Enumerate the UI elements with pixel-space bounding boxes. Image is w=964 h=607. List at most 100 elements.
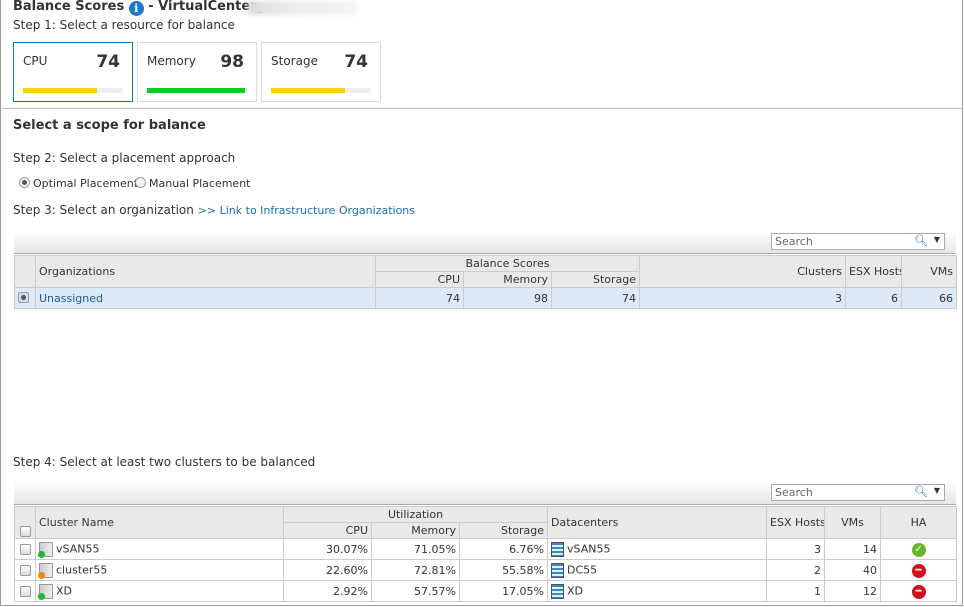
datacenter-name: XD [567, 584, 584, 597]
row-checkbox[interactable] [19, 565, 31, 576]
cluster-search-input[interactable]: Search 🔍︎ ▼ [771, 484, 945, 501]
score-bar [147, 88, 247, 93]
col-organizations[interactable]: Organizations [35, 255, 376, 288]
select-all-header [14, 506, 36, 539]
col-esx-hosts[interactable]: ESX Hosts [766, 506, 826, 539]
org-name[interactable]: Unassigned [35, 287, 376, 309]
cell-storage: 55.58% [458, 559, 549, 581]
col-storage[interactable]: Storage [458, 522, 549, 539]
step1-label: Step 1: Select a resource for balance [13, 18, 235, 32]
col-balance-scores: Balance Scores [374, 255, 641, 272]
radio-label: Optimal Placement [33, 177, 139, 190]
cell-vms: 40 [824, 559, 882, 581]
col-clusters[interactable]: Clusters [639, 255, 847, 288]
score-bar-fill [271, 88, 345, 93]
infrastructure-organizations-link[interactable]: >> Link to Infrastructure Organizations [197, 204, 416, 217]
clusters-table: Cluster Name Utilization Datacenters ESX Ho… [14, 506, 958, 602]
cell-memory: 72.81% [371, 559, 460, 581]
col-ha[interactable]: HA [880, 506, 958, 539]
cluster-name: cluster55 [56, 563, 108, 576]
score-bar-fill [23, 88, 97, 93]
step3-text: Step 3: Select an organization [13, 203, 194, 217]
row-radio[interactable] [18, 291, 29, 303]
radio-icon[interactable] [19, 177, 30, 188]
cell-esx-hosts: 1 [766, 580, 826, 602]
cluster-icon [38, 562, 53, 579]
step2-label: Step 2: Select a placement approach [13, 151, 236, 165]
cluster-icon [38, 583, 53, 600]
resource-label: Storage [271, 54, 318, 68]
cell-memory: 71.05% [371, 538, 460, 560]
table-row[interactable]: XD 2.92% 57.57% 17.05% XD 1 12 ━ [14, 580, 958, 602]
col-memory[interactable]: Memory [371, 522, 460, 539]
table-row[interactable]: Unassigned 74 98 74 3 6 66 [14, 287, 958, 309]
search-placeholder: Search [775, 235, 813, 248]
cell-cpu: 74 [375, 287, 464, 309]
col-storage[interactable]: Storage [550, 271, 641, 288]
resource-score: 74 [96, 52, 120, 72]
cell-cpu: 22.60% [283, 559, 372, 581]
cell-ha: ━ [880, 559, 958, 581]
col-vms[interactable]: VMs [901, 255, 958, 288]
organizations-table: Organizations Balance Scores Clusters ESX H… [14, 255, 958, 309]
row-checkbox[interactable] [19, 544, 31, 555]
resource-score: 98 [220, 52, 244, 72]
step3-label: Step 3: Select an organization >> Link t… [13, 203, 415, 217]
table-row[interactable]: vSAN55 30.07% 71.05% 6.76% vSAN55 3 14 ✓ [14, 538, 958, 560]
search-icon[interactable]: 🔍︎ [914, 485, 928, 498]
cell-vms: 66 [901, 287, 958, 309]
datacenter-name: DC55 [567, 563, 598, 576]
select-all-checkbox[interactable] [19, 525, 31, 537]
cell-cpu: 2.92% [283, 580, 372, 602]
resource-card-storage[interactable]: Storage 74 [261, 42, 381, 102]
cell-memory: 57.57% [371, 580, 460, 602]
scope-title: Select a scope for balance [13, 118, 206, 133]
cell-storage: 74 [550, 287, 641, 309]
cluster-name: vSAN55 [56, 542, 100, 555]
resource-score: 74 [344, 52, 368, 72]
cluster-icon [38, 541, 53, 558]
info-icon[interactable]: i [128, 1, 144, 16]
score-bar [271, 88, 371, 93]
cell-esx-hosts: 6 [845, 287, 903, 309]
score-bar-fill [147, 88, 245, 93]
org-search-input[interactable]: Search 🔍︎ ▼ [771, 233, 945, 250]
col-vms[interactable]: VMs [824, 506, 882, 539]
select-header [14, 255, 36, 288]
col-cluster-name[interactable]: Cluster Name [35, 506, 284, 539]
cell-vms: 14 [824, 538, 882, 560]
cell-esx-hosts: 2 [766, 559, 826, 581]
resource-card-memory[interactable]: Memory 98 [137, 42, 257, 102]
col-memory[interactable]: Memory [463, 271, 552, 288]
divider [0, 108, 963, 109]
chevron-down-icon[interactable]: ▼ [933, 486, 940, 495]
chevron-down-icon[interactable]: ▼ [933, 235, 940, 244]
cluster-name: XD [56, 584, 73, 597]
radio-manual[interactable]: Manual Placement [135, 177, 250, 190]
radio-label: Manual Placement [149, 177, 251, 190]
col-esx-hosts[interactable]: ESX Hosts [845, 255, 903, 288]
table-row[interactable]: cluster55 22.60% 72.81% 55.58% DC55 2 40… [14, 559, 958, 581]
datacenter-icon [551, 541, 565, 557]
search-icon[interactable]: 🔍︎ [914, 234, 928, 247]
cell-esx-hosts: 3 [766, 538, 826, 560]
ha-ok-icon: ✓ [911, 542, 926, 557]
datacenter-icon [551, 583, 565, 599]
col-cpu[interactable]: CPU [375, 271, 464, 288]
datacenter-name: vSAN55 [567, 542, 611, 555]
title-text: Balance Scores [13, 0, 125, 14]
cell-cpu: 30.07% [283, 538, 372, 560]
resource-label: Memory [147, 54, 196, 68]
col-cpu[interactable]: CPU [283, 522, 372, 539]
row-checkbox[interactable] [19, 586, 31, 597]
ha-disabled-icon: ━ [911, 584, 926, 599]
score-bar [23, 88, 123, 93]
col-datacenters[interactable]: Datacenters [547, 506, 768, 539]
cell-ha: ━ [880, 580, 958, 602]
resource-card-cpu[interactable]: CPU 74 [13, 42, 133, 102]
radio-icon[interactable] [135, 177, 146, 188]
radio-optimal[interactable]: Optimal Placement [19, 177, 138, 190]
cell-ha: ✓ [880, 538, 958, 560]
ha-disabled-icon: ━ [911, 563, 926, 578]
